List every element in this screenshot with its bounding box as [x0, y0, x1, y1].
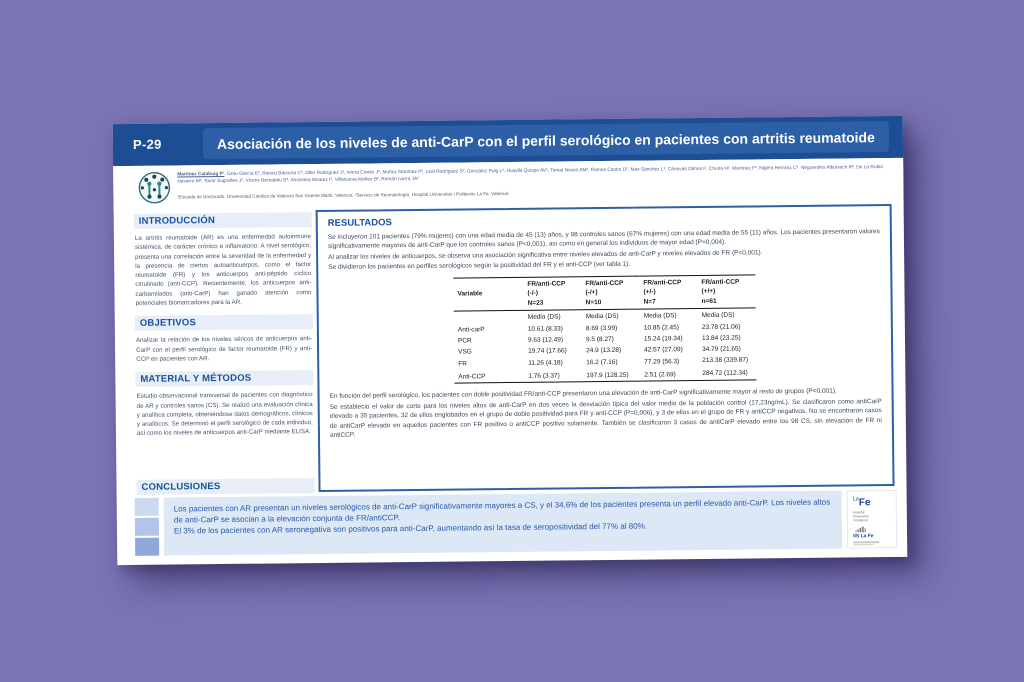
resultados-panel: RESULTADOS Se incluyeron 101 pacientes (… [315, 203, 895, 493]
group-sign: (-/-) [527, 289, 539, 297]
section-heading-material-metodos: MATERIAL Y MÉTODOS [135, 370, 314, 388]
poster-title: Asociación de los niveles de anti-CarP c… [216, 128, 875, 152]
table-cell: 9.63 (12.49) [527, 336, 564, 344]
group-name: FR/anti-CCP [527, 280, 566, 288]
building-icon [855, 526, 866, 533]
table-cell: 9.5 (8.27) [585, 335, 614, 344]
square-dark [135, 537, 160, 556]
conclusions-panel: Los pacientes con AR presentan un nivele… [163, 490, 843, 556]
group-n: N=10 [585, 298, 602, 306]
group-n: N=7 [643, 298, 656, 306]
row-label: PCR [457, 337, 472, 345]
section-heading-conclusiones: CONCLUSIONES [136, 478, 315, 495]
resultados-paragraph: Se estableció el valor de corte para los… [329, 398, 882, 440]
iis-fine-print-bar [853, 543, 874, 546]
media-ds-cell: Media (DS) [643, 312, 677, 320]
table-cell: 24.9 (13.28) [586, 346, 622, 355]
lafe-subtitle-line: i Politècnic [852, 518, 869, 523]
table-cell: 10.85 (2.45) [643, 324, 679, 332]
table-header-row: Variable FR/anti-CCP (-/-) N=23 FR/anti-… [453, 274, 756, 312]
table-cell: 10.61 (8.33) [527, 325, 563, 333]
group-sign: (+/+) [701, 287, 716, 296]
media-ds-cell: Media (DS) [585, 312, 619, 321]
section-heading-introduccion: INTRODUCCIÓN [133, 212, 312, 229]
table-cell: 77.29 (56.3) [644, 358, 680, 366]
poster-code: P-29 [132, 136, 162, 152]
square-medium [134, 517, 160, 536]
group-name: FR/anti-CCP [701, 278, 740, 286]
table-header-group: FR/anti-CCP (-/+) N=10 [581, 275, 640, 310]
lafe-fe-text: Fe [858, 497, 871, 509]
authors-band: Martínez Calabuig P¹, Grau García E², Ri… [113, 157, 904, 213]
table-cell: 11.26 (4.18) [528, 359, 563, 367]
conclusions-strip: Los pacientes con AR presentan un nivele… [134, 489, 898, 556]
group-sign: (+/-) [643, 288, 656, 296]
iis-lafe-logo: IIS La Fe [853, 533, 874, 540]
resultados-heading: RESULTADOS [327, 217, 392, 229]
table-cell: 8.69 (3.99) [585, 324, 618, 333]
table-cell: 2.51 (2.69) [644, 370, 676, 379]
row-label: Anti-carP [457, 326, 485, 334]
title-pill: Asociación de los niveles de anti-CarP c… [202, 121, 890, 160]
presenting-author: Martínez Calabuig P¹ [177, 171, 225, 178]
congress-emblem-icon [138, 172, 171, 204]
table-row: Anti-CCP 1.76 (3.37) 197.9 (128.25) 2.51… [454, 367, 756, 383]
material-metodos-text: Estudio observacional transversal de pac… [136, 391, 313, 438]
row-label: Anti-CCP [458, 372, 486, 381]
group-name: FR/anti-CCP [643, 278, 682, 287]
lafe-subtitle: Hospital Universitari i Politècnic [853, 510, 869, 522]
introduccion-text: La artritis reumatoide (AR) es una enfer… [134, 233, 312, 307]
affiliations: ¹Escuela de Doctorado. Universidad Catól… [177, 191, 509, 200]
table-cell: 23.78 (21.06) [701, 323, 741, 331]
section-heading-objetivos: OBJETIVOS [134, 314, 313, 332]
group-n: n=61 [701, 297, 717, 305]
table-header-group: FR/anti-CCP (+/+) n=61 [697, 274, 756, 309]
decorative-squares [134, 497, 160, 556]
iis-fine-print-bar [853, 541, 880, 544]
table-cell: 16.2 (7.16) [586, 358, 618, 367]
table-cell: 13.84 (23.25) [701, 334, 741, 342]
results-table: Variable FR/anti-CCP (-/-) N=23 FR/anti-… [453, 274, 757, 385]
lafe-logo: LaFe [853, 493, 871, 509]
lafe-logo-box: LaFe Hospital Universitari i Politècnic … [846, 489, 898, 549]
table-cell: 197.9 (128.25) [586, 371, 629, 379]
empty-cell [454, 310, 524, 324]
scientific-poster: P-29 Asociación de los niveles de anti-C… [112, 115, 908, 566]
media-ds-cell: Media (DS) [527, 313, 561, 321]
left-column: INTRODUCCIÓN La artritis reumatoide (AR)… [133, 212, 314, 447]
objetivos-text: Analizar la relación de los niveles séri… [135, 335, 313, 363]
row-label: VSG [458, 348, 472, 356]
authors-list: Martínez Calabuig P¹, Grau García E², Ri… [177, 164, 891, 186]
table-cell: 15.24 (19.34) [643, 335, 683, 343]
group-sign: (-/+) [585, 289, 598, 297]
media-ds-cell: Media (DS) [701, 311, 735, 319]
group-name: FR/anti-CCP [585, 279, 624, 287]
row-label: FR [458, 360, 467, 368]
table-cell: 42.57 (27.09) [644, 346, 683, 354]
table-cell: 34.79 (21.65) [702, 345, 741, 353]
square-light [134, 497, 159, 516]
coauthors: , Grau García E², Riesco Bárcena C², Oll… [177, 165, 884, 185]
table-cell: 213.38 (339.87) [702, 356, 749, 364]
table-header-group: FR/anti-CCP (-/-) N=23 [523, 276, 582, 311]
table-header-variable: Variable [453, 277, 524, 312]
table-cell: 1.76 (3.37) [528, 372, 560, 380]
table-cell: 19.74 (17.66) [528, 347, 567, 355]
group-n: N=23 [527, 299, 544, 307]
table-header-group: FR/anti-CCP (+/-) N=7 [639, 275, 698, 310]
table-cell: 284.72 (112.34) [702, 369, 748, 377]
